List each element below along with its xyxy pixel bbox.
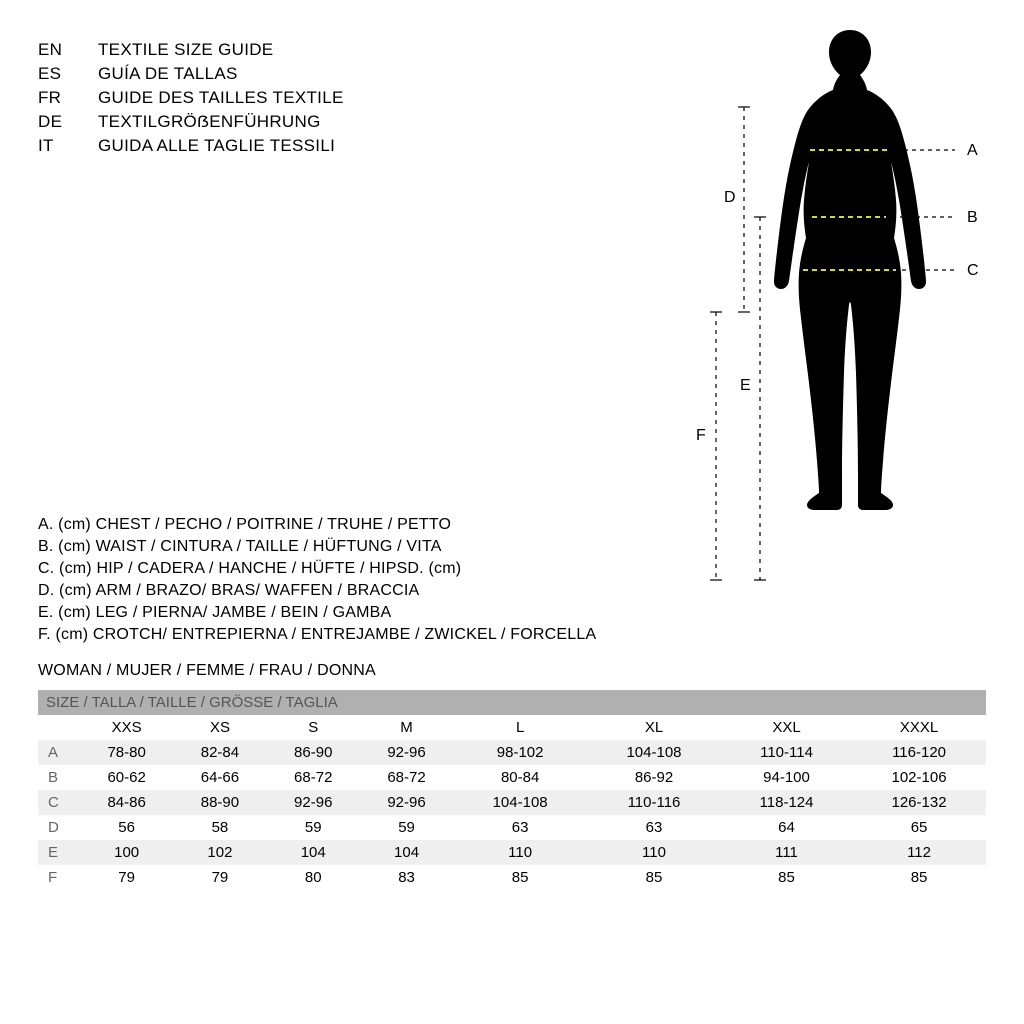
cell: 63 <box>587 815 721 840</box>
size-col: XS <box>173 715 266 740</box>
cell: 111 <box>721 840 852 865</box>
cell: 80 <box>267 865 360 890</box>
lang-code: FR <box>38 88 98 108</box>
table-row: D 56 58 59 59 63 63 64 65 <box>38 815 986 840</box>
cell: 85 <box>587 865 721 890</box>
svg-text:B: B <box>967 209 978 226</box>
cell: 110-114 <box>721 740 852 765</box>
cell: 84-86 <box>80 790 173 815</box>
svg-text:C: C <box>967 262 979 279</box>
table-row: A 78-80 82-84 86-90 92-96 98-102 104-108… <box>38 740 986 765</box>
cell: 98-102 <box>453 740 587 765</box>
size-col: M <box>360 715 453 740</box>
cell: 110 <box>453 840 587 865</box>
svg-text:A: A <box>967 142 978 159</box>
cell: 92-96 <box>267 790 360 815</box>
cell: 85 <box>852 865 986 890</box>
cell: 56 <box>80 815 173 840</box>
cell: 112 <box>852 840 986 865</box>
svg-text:E: E <box>740 377 751 394</box>
row-label: F <box>38 865 80 890</box>
cell: 94-100 <box>721 765 852 790</box>
table-row: F 79 79 80 83 85 85 85 85 <box>38 865 986 890</box>
size-col: XXL <box>721 715 852 740</box>
legend-row: F. (cm) CROTCH/ ENTREPIERNA / ENTREJAMBE… <box>38 626 986 644</box>
lang-code: IT <box>38 136 98 156</box>
body-figure: A B C D E F <box>600 22 1000 612</box>
cell: 79 <box>80 865 173 890</box>
cell: 110-116 <box>587 790 721 815</box>
cell: 116-120 <box>852 740 986 765</box>
cell: 68-72 <box>267 765 360 790</box>
cell: 85 <box>721 865 852 890</box>
cell: 85 <box>453 865 587 890</box>
size-col: XL <box>587 715 721 740</box>
cell: 59 <box>267 815 360 840</box>
cell: 82-84 <box>173 740 266 765</box>
row-label: C <box>38 790 80 815</box>
size-col: XXS <box>80 715 173 740</box>
cell: 63 <box>453 815 587 840</box>
size-col: S <box>267 715 360 740</box>
lang-code: ES <box>38 64 98 84</box>
cell: 64-66 <box>173 765 266 790</box>
cell: 118-124 <box>721 790 852 815</box>
size-col: L <box>453 715 587 740</box>
cell: 104 <box>267 840 360 865</box>
svg-text:D: D <box>724 189 736 206</box>
cell: 88-90 <box>173 790 266 815</box>
cell: 102-106 <box>852 765 986 790</box>
row-label: D <box>38 815 80 840</box>
body-silhouette-svg: A B C D E F <box>600 22 1000 612</box>
cell: 78-80 <box>80 740 173 765</box>
cell: 65 <box>852 815 986 840</box>
table-header-row: SIZE / TALLA / TAILLE / GRÖSSE / TAGLIA <box>38 690 986 715</box>
table-row: B 60-62 64-66 68-72 68-72 80-84 86-92 94… <box>38 765 986 790</box>
table-row: C 84-86 88-90 92-96 92-96 104-108 110-11… <box>38 790 986 815</box>
table-row: E 100 102 104 104 110 110 111 112 <box>38 840 986 865</box>
cell: 68-72 <box>360 765 453 790</box>
cell: 104-108 <box>587 740 721 765</box>
cell: 86-92 <box>587 765 721 790</box>
woman-label: WOMAN / MUJER / FEMME / FRAU / DONNA <box>38 662 986 680</box>
cell: 79 <box>173 865 266 890</box>
cell: 102 <box>173 840 266 865</box>
row-label: E <box>38 840 80 865</box>
row-label: B <box>38 765 80 790</box>
table-header-text: SIZE / TALLA / TAILLE / GRÖSSE / TAGLIA <box>38 690 986 715</box>
svg-text:F: F <box>696 427 706 444</box>
row-label: A <box>38 740 80 765</box>
cell: 126-132 <box>852 790 986 815</box>
cell: 92-96 <box>360 790 453 815</box>
size-col: XXXL <box>852 715 986 740</box>
cell: 64 <box>721 815 852 840</box>
cell: 58 <box>173 815 266 840</box>
cell: 60-62 <box>80 765 173 790</box>
cell: 86-90 <box>267 740 360 765</box>
blank-cell <box>38 715 80 740</box>
cell: 104 <box>360 840 453 865</box>
lang-code: EN <box>38 40 98 60</box>
cell: 92-96 <box>360 740 453 765</box>
size-table: SIZE / TALLA / TAILLE / GRÖSSE / TAGLIA … <box>38 690 986 890</box>
cell: 80-84 <box>453 765 587 790</box>
cell: 83 <box>360 865 453 890</box>
lang-code: DE <box>38 112 98 132</box>
table-size-row: XXS XS S M L XL XXL XXXL <box>38 715 986 740</box>
cell: 59 <box>360 815 453 840</box>
cell: 100 <box>80 840 173 865</box>
cell: 110 <box>587 840 721 865</box>
cell: 104-108 <box>453 790 587 815</box>
